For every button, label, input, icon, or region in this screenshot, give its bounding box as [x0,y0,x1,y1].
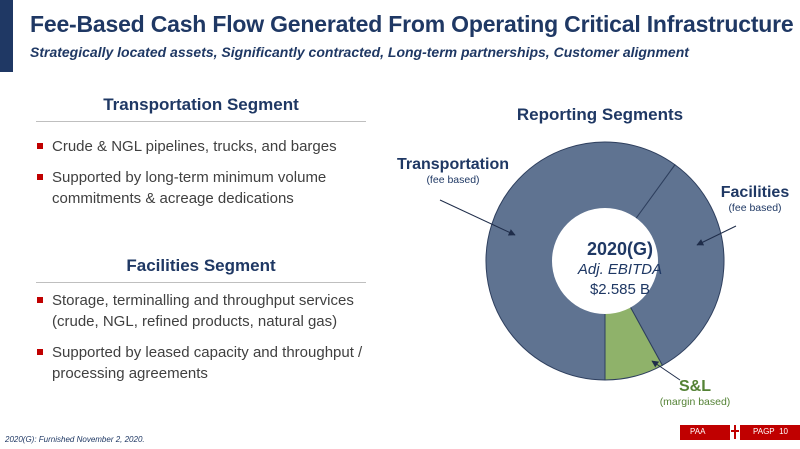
facilities-segment-heading: Facilities Segment [36,256,366,283]
donut-hole [552,208,658,314]
bullet-square-icon [37,349,43,355]
bullet-square-icon [37,143,43,149]
slice-label-name: S&L [679,378,711,395]
bullet-square-icon [37,174,43,180]
facilities-bullet-list: Storage, terminalling and throughput ser… [36,290,376,394]
logo-icon [730,422,740,442]
facilities-callout-arrow [696,225,737,246]
bullet-text: Supported by long-term minimum volume co… [52,169,327,207]
bullet-text: Storage, terminalling and throughput ser… [52,292,354,330]
slice-label-name: Facilities [720,184,790,201]
header-accent-bar [0,0,13,72]
center-metric: Adj. EBITDA [577,261,663,278]
slice-label-note: (margin based) [659,396,731,408]
slice-label-note: (fee based) [728,202,782,214]
bullet-item: Supported by leased capacity and through… [36,342,376,384]
chart-title: Reporting Segments [516,105,684,124]
page-number: 10 [779,427,788,436]
donut-center-text: 2020(G) Adj. EBITDA $2.585 B [550,238,690,300]
sl-callout-arrow [651,360,681,381]
transportation-segment-heading: Transportation Segment [36,95,366,122]
donut-slice-facilities [604,164,725,366]
bullet-text: Crude & NGL pipelines, trucks, and barge… [52,138,337,155]
footer-right-tag: PAGP 10 [753,427,788,436]
slice-label-facilities: Facilities (fee based) [710,184,800,214]
page-title: Fee-Based Cash Flow Generated From Opera… [30,11,794,37]
footnote: 2020(G): Furnished November 2, 2020. [5,435,145,444]
page-subtitle: Strategically located assets, Significan… [30,44,689,60]
center-amount: $2.585 B [589,281,651,298]
bullet-text: Supported by leased capacity and through… [52,344,363,382]
slice-label-sl: S&L (margin based) [650,378,740,408]
bullet-square-icon [37,297,43,303]
slice-label-name: Transportation [396,156,509,173]
bullet-item: Supported by long-term minimum volume co… [36,167,376,209]
slice-label-note: (fee based) [426,174,480,186]
footer-bar [680,425,800,440]
bullet-item: Crude & NGL pipelines, trucks, and barge… [36,136,376,157]
slice-label-transportation: Transportation (fee based) [388,156,518,186]
bullet-item: Storage, terminalling and throughput ser… [36,290,376,332]
footer-left-tag: PAA [690,427,706,436]
transportation-callout-arrow [439,199,516,236]
transportation-bullet-list: Crude & NGL pipelines, trucks, and barge… [36,136,376,219]
footer-right-label: PAGP [753,427,775,436]
center-year: 2020(G) [586,239,654,259]
